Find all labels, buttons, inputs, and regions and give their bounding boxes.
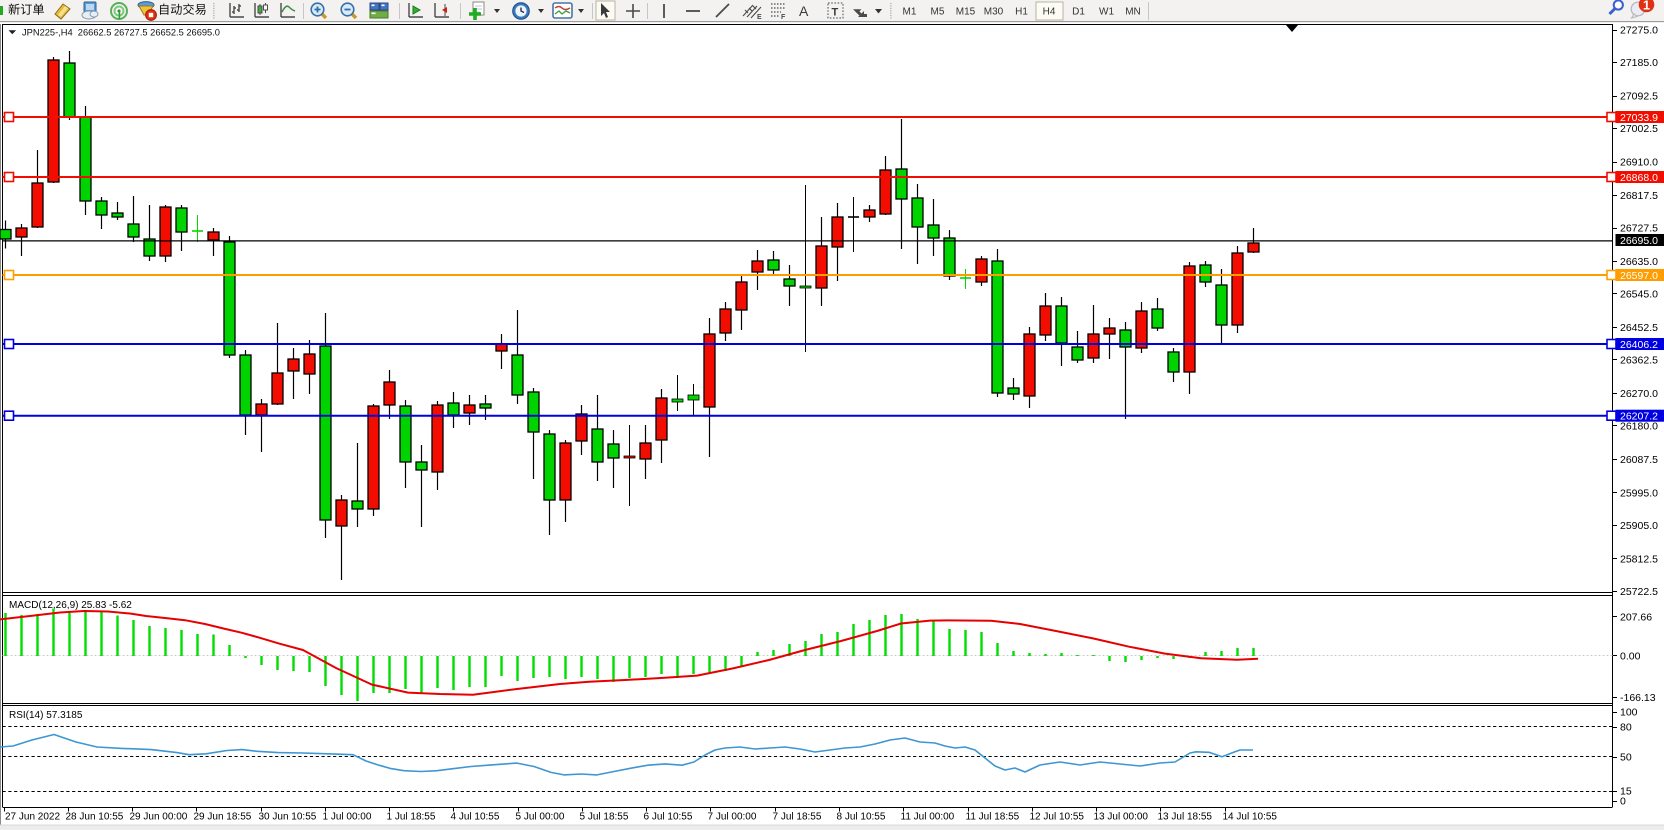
svg-text:25905.0: 25905.0 [1620,520,1658,532]
svg-text:4 Jul 10:55: 4 Jul 10:55 [451,812,500,823]
svg-text:1 Jul 00:00: 1 Jul 00:00 [323,812,372,823]
svg-text:A: A [799,3,809,19]
svg-text:RSI(14) 57.3185: RSI(14) 57.3185 [9,710,83,721]
svg-text:M1: M1 [903,7,917,18]
svg-text:15: 15 [1620,786,1632,798]
svg-text:100: 100 [1620,707,1638,719]
svg-text:M5: M5 [931,7,945,18]
svg-text:E: E [757,14,762,21]
svg-text:26362.5: 26362.5 [1620,355,1658,367]
svg-text:MACD(12,26,9) 25.83 -5.62: MACD(12,26,9) 25.83 -5.62 [9,600,132,611]
svg-text:1: 1 [1643,0,1650,13]
svg-text:28 Jun 10:55: 28 Jun 10:55 [66,812,124,823]
svg-text:5 Jul 00:00: 5 Jul 00:00 [516,812,565,823]
svg-text:D1: D1 [1072,7,1085,18]
svg-text:MN: MN [1125,7,1141,18]
svg-text:0: 0 [1620,796,1626,808]
svg-text:26545.0: 26545.0 [1620,289,1658,301]
svg-text:H4: H4 [1043,7,1056,18]
svg-text:8 Jul 10:55: 8 Jul 10:55 [837,812,886,823]
svg-text:H1: H1 [1015,7,1028,18]
svg-text:13 Jul 18:55: 13 Jul 18:55 [1158,812,1213,823]
svg-text:JPN225-,H4 26662.5 26727.5 26: JPN225-,H4 26662.5 26727.5 26652.5 26695… [22,27,220,37]
svg-text:T: T [832,7,839,19]
svg-text:25995.0: 25995.0 [1620,487,1658,499]
svg-text:0.00: 0.00 [1620,651,1641,663]
svg-text:26207.2: 26207.2 [1620,411,1658,423]
svg-text:25722.5: 25722.5 [1620,586,1658,598]
svg-text:27033.9: 27033.9 [1620,112,1658,124]
svg-text:26180.0: 26180.0 [1620,420,1658,432]
svg-text:26695.0: 26695.0 [1620,235,1658,247]
svg-text:12 Jul 10:55: 12 Jul 10:55 [1030,812,1085,823]
svg-text:26910.0: 26910.0 [1620,157,1658,169]
svg-text:W1: W1 [1099,7,1114,18]
svg-text:7 Jul 00:00: 7 Jul 00:00 [708,812,757,823]
svg-text:50: 50 [1620,752,1632,764]
svg-text:7 Jul 18:55: 7 Jul 18:55 [773,812,822,823]
svg-text:11 Jul 18:55: 11 Jul 18:55 [966,812,1020,823]
svg-text:26406.2: 26406.2 [1620,339,1658,351]
svg-text:25812.5: 25812.5 [1620,553,1658,565]
svg-text:F: F [781,14,786,21]
svg-text:29 Jun 18:55: 29 Jun 18:55 [194,812,252,823]
svg-text:26817.5: 26817.5 [1620,190,1658,202]
svg-text:26868.0: 26868.0 [1620,172,1658,184]
svg-text:13 Jul 00:00: 13 Jul 00:00 [1094,812,1149,823]
svg-text:26452.5: 26452.5 [1620,322,1658,334]
svg-text:30 Jun 10:55: 30 Jun 10:55 [259,812,317,823]
svg-text:27092.5: 27092.5 [1620,91,1658,103]
svg-text:27 Jun 2022: 27 Jun 2022 [5,812,60,823]
svg-text:207.66: 207.66 [1620,612,1652,624]
svg-text:26597.0: 26597.0 [1620,270,1658,282]
svg-text:27002.5: 27002.5 [1620,123,1658,135]
svg-text:M30: M30 [984,7,1004,18]
svg-text:1 Jul 18:55: 1 Jul 18:55 [387,812,436,823]
svg-text:29 Jun 00:00: 29 Jun 00:00 [130,812,188,823]
svg-text:11 Jul 00:00: 11 Jul 00:00 [901,812,955,823]
svg-text:26727.5: 26727.5 [1620,223,1658,235]
svg-text:80: 80 [1620,722,1632,734]
svg-text:5 Jul 18:55: 5 Jul 18:55 [580,812,629,823]
svg-text:14 Jul 10:55: 14 Jul 10:55 [1223,812,1278,823]
svg-text:6 Jul 10:55: 6 Jul 10:55 [644,812,693,823]
svg-text:26270.0: 26270.0 [1620,388,1658,400]
svg-text:27275.0: 27275.0 [1620,25,1658,37]
svg-text:26087.5: 26087.5 [1620,454,1658,466]
svg-text:27185.0: 27185.0 [1620,57,1658,69]
svg-text:M15: M15 [956,7,976,18]
svg-text:26635.0: 26635.0 [1620,256,1658,268]
svg-text:-166.13: -166.13 [1620,692,1656,704]
